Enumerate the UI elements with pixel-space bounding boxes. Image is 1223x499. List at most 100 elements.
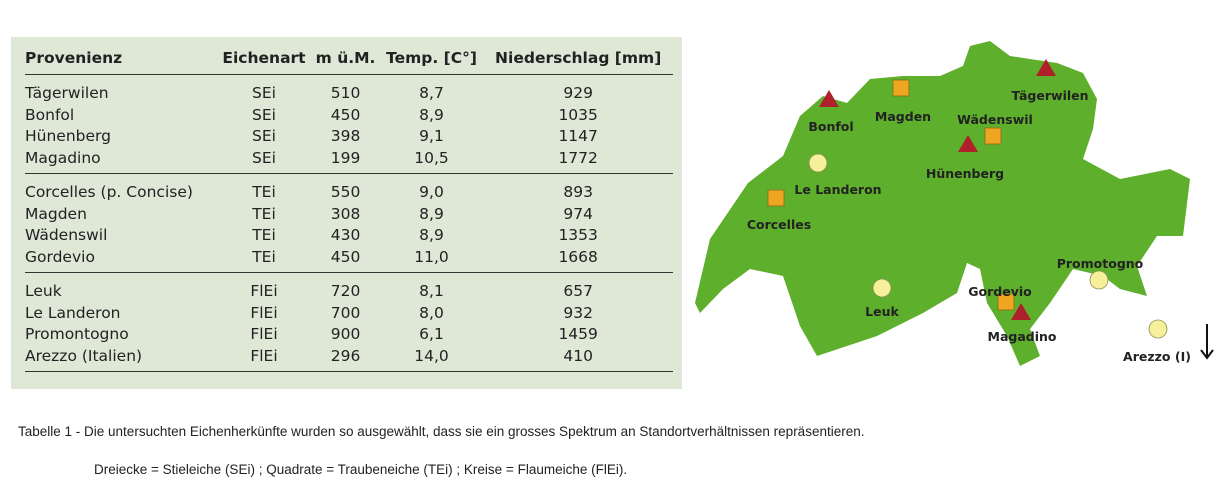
spacer — [25, 174, 673, 183]
square-marker-icon — [997, 293, 1015, 311]
spacer — [25, 75, 673, 84]
map-label-magadino: Magadino — [988, 329, 1057, 344]
cell-altitude: 450 — [330, 105, 361, 124]
map-label-promotogno: Promotogno — [1057, 256, 1144, 271]
cell-temp: 8,1 — [419, 282, 444, 300]
cell-provenienz: Gordevio — [25, 247, 95, 266]
circle-marker-icon — [872, 278, 892, 298]
cell-altitude: 398 — [330, 127, 361, 145]
cell-eichenart: TEi — [252, 183, 276, 201]
cell-temp: 8,9 — [419, 105, 444, 124]
cell-precipitation: 1668 — [558, 247, 598, 266]
cell-precipitation: 929 — [563, 84, 593, 102]
switzerland-outline — [695, 41, 1190, 366]
header-eichenart: Eichenart — [216, 45, 312, 75]
map-label-gordevio: Gordevio — [968, 284, 1032, 299]
cell-precipitation: 1147 — [558, 127, 598, 145]
switzerland-map: Tägerwilen Bonfol Magden Wädenswil Hünenberg… — [695, 41, 1214, 366]
provenance-table-panel: Provenienz Eichenart m ü.M. Temp. [C°] N… — [11, 37, 682, 389]
map-label-huenenberg: Hünenberg — [926, 166, 1004, 181]
table-row: Magden TEi 308 8,9 974 — [25, 204, 673, 226]
table-row: Tägerwilen SEi 510 8,7 929 — [25, 83, 673, 105]
cell-precipitation: 974 — [563, 204, 593, 223]
map-label-bonfol: Bonfol — [808, 119, 853, 134]
divider-cell — [25, 169, 673, 174]
cell-eichenart: SEi — [252, 127, 276, 145]
cell-precipitation: 1035 — [558, 105, 598, 124]
group-divider — [25, 169, 673, 174]
cell-altitude: 430 — [330, 226, 361, 244]
table-header-row: Provenienz Eichenart m ü.M. Temp. [C°] N… — [25, 45, 673, 75]
triangle-marker-icon — [819, 90, 839, 107]
cell-precipitation: 410 — [563, 346, 593, 365]
header-altitude: m ü.M. — [311, 45, 380, 75]
cell-eichenart: FlEi — [250, 282, 278, 300]
cell-precipitation: 1353 — [558, 226, 598, 244]
cell-provenienz: Magden — [25, 204, 87, 223]
cell-eichenart: TEi — [252, 226, 276, 244]
provenance-table: Provenienz Eichenart m ü.M. Temp. [C°] N… — [25, 45, 673, 372]
table-row: Arezzo (Italien) FlEi 296 14,0 410 — [25, 346, 673, 368]
cell-altitude: 450 — [330, 247, 361, 266]
table-row: Le Landeron FlEi 700 8,0 932 — [25, 303, 673, 325]
spacer-cell — [25, 273, 673, 282]
square-marker-icon — [767, 189, 785, 207]
cell-altitude: 700 — [330, 303, 361, 322]
cell-eichenart: TEi — [252, 247, 276, 266]
cell-temp: 6,1 — [419, 325, 444, 343]
cell-altitude: 720 — [330, 282, 361, 300]
cell-provenienz: Bonfol — [25, 105, 75, 124]
map-label-taegerwilen: Tägerwilen — [1011, 88, 1088, 103]
cell-eichenart: SEi — [252, 84, 276, 102]
cell-temp: 8,7 — [419, 84, 444, 102]
cell-precipitation: 932 — [563, 303, 593, 322]
cell-temp: 9,0 — [419, 183, 444, 201]
cell-provenienz: Hünenberg — [25, 127, 111, 145]
divider-cell — [25, 367, 673, 372]
header-provenienz: Provenienz — [25, 45, 217, 75]
cell-temp: 9,1 — [419, 127, 444, 145]
table-row: Gordevio TEi 450 11,0 1668 — [25, 247, 673, 269]
table-row: Leuk FlEi 720 8,1 657 — [25, 281, 673, 303]
cell-eichenart: FlEi — [250, 325, 278, 343]
map-label-leuk: Leuk — [865, 304, 899, 319]
cell-precipitation: 893 — [563, 183, 593, 201]
cell-altitude: 296 — [330, 346, 361, 365]
table-row: Magadino SEi 199 10,5 1772 — [25, 148, 673, 170]
caption-line-2: Dreiecke = Stieleiche (SEi) ; Quadrate =… — [94, 462, 628, 477]
cell-provenienz: Magadino — [25, 148, 101, 167]
triangle-marker-icon — [1036, 59, 1056, 76]
spacer — [25, 273, 673, 282]
cell-altitude: 510 — [330, 84, 361, 102]
cell-altitude: 900 — [330, 325, 361, 343]
circle-marker-icon — [1089, 270, 1109, 290]
cell-provenienz: Le Landeron — [25, 303, 121, 322]
cell-provenienz: Tägerwilen — [25, 84, 109, 102]
triangle-marker-icon — [1011, 303, 1031, 320]
cell-provenienz: Wädenswil — [25, 226, 108, 244]
group-divider — [25, 367, 673, 372]
cell-eichenart: TEi — [252, 204, 276, 223]
cell-temp: 10,5 — [414, 148, 449, 167]
divider-cell — [25, 268, 673, 273]
caption-line-1: Tabelle 1 - Die untersuchten Eichenherkü… — [18, 424, 865, 439]
cell-altitude: 199 — [330, 148, 361, 167]
cell-temp: 8,0 — [419, 303, 444, 322]
circle-marker-icon — [1148, 319, 1168, 339]
arrow-down-icon — [1200, 324, 1214, 360]
header-temp: Temp. [C°] — [379, 45, 484, 75]
map-label-arezzo: Arezzo (I) — [1123, 349, 1191, 364]
map-markers: Tägerwilen Bonfol Magden Wädenswil Hünenberg… — [747, 59, 1191, 364]
group-divider — [25, 268, 673, 273]
cell-precipitation: 657 — [563, 282, 593, 300]
spacer-cell — [25, 174, 673, 183]
map-label-corcelles: Corcelles — [747, 217, 811, 232]
table-row: Bonfol SEi 450 8,9 1035 — [25, 105, 673, 127]
cell-eichenart: FlEi — [250, 303, 278, 322]
cell-temp: 8,9 — [419, 226, 444, 244]
cell-provenienz: Promontogno — [25, 325, 129, 343]
table-body: Tägerwilen SEi 510 8,7 929 Bonfol SEi 450 8,9 103… — [25, 75, 673, 372]
triangle-marker-icon — [958, 135, 978, 152]
cell-precipitation: 1459 — [558, 325, 598, 343]
cell-temp: 11,0 — [414, 247, 449, 266]
